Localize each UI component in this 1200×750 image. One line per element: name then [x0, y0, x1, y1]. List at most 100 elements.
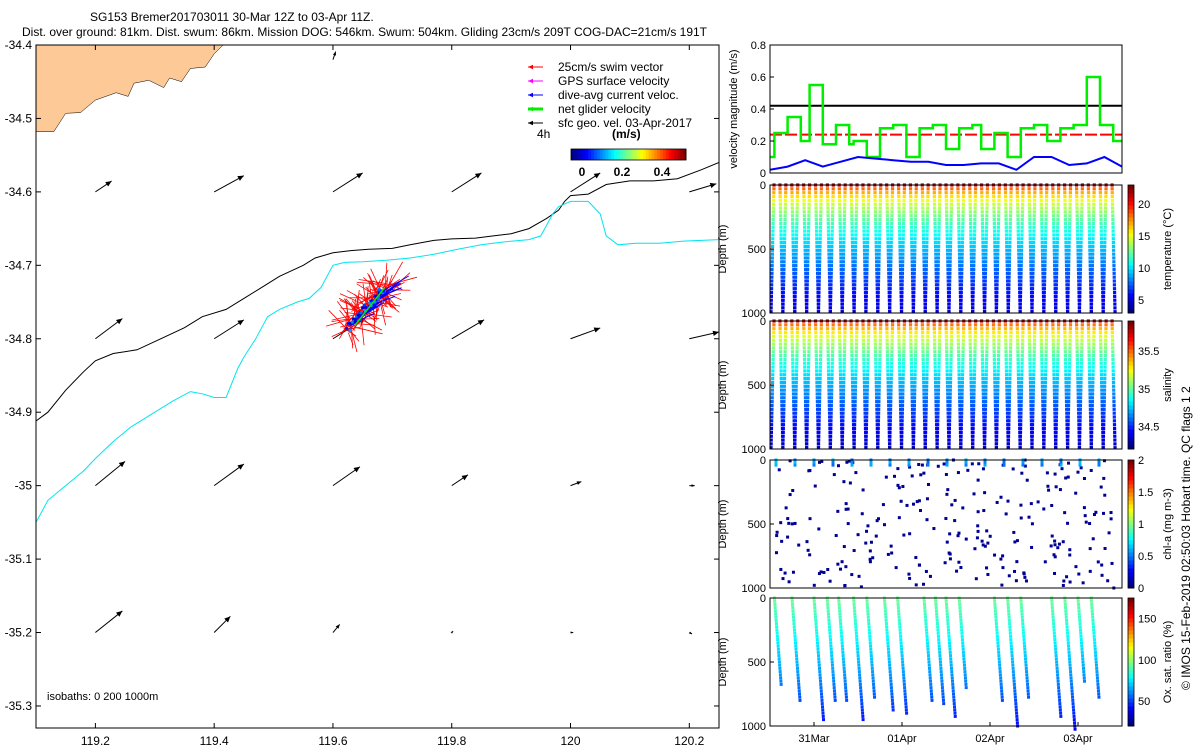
profile-point [791, 353, 795, 358]
profile-point [783, 373, 787, 377]
profile-point [1044, 330, 1049, 335]
profile-point [1016, 350, 1020, 354]
profile-point [890, 210, 894, 214]
profile-point [802, 334, 806, 338]
profile-point [922, 275, 927, 279]
profile-point [952, 692, 955, 696]
legend-colorbar-cell [648, 149, 652, 160]
profile-point [933, 380, 938, 385]
profile-point [838, 346, 842, 350]
profile-point [919, 509, 923, 513]
profile-point [1051, 214, 1056, 218]
profile-point [874, 377, 878, 381]
profile-point [822, 570, 826, 574]
profile-point [901, 380, 905, 385]
profile-point [781, 310, 785, 314]
profile-point [957, 233, 961, 237]
profile-point [983, 463, 987, 467]
profile-point [803, 400, 808, 404]
profile-point [842, 244, 846, 249]
profile-point [1043, 392, 1047, 396]
profile-point [807, 334, 811, 338]
profile-point [854, 628, 858, 632]
profile-point [912, 403, 916, 408]
profile-point [795, 225, 799, 229]
profile-point [1032, 350, 1036, 354]
profile-point [1027, 327, 1031, 331]
profile-point [806, 264, 810, 268]
profile-point [946, 407, 950, 411]
profile-point [851, 396, 855, 400]
profile-point [790, 202, 794, 206]
profile-point [936, 384, 941, 388]
profile-point [997, 323, 1001, 327]
profile-point [1075, 330, 1079, 335]
profile-point [997, 346, 1001, 350]
profile-point [901, 670, 905, 674]
profile-point [968, 334, 972, 338]
profile-point [1054, 306, 1058, 310]
profile-point [898, 365, 902, 369]
profile-point [878, 327, 883, 331]
profile-point [890, 346, 894, 350]
profile-point [944, 191, 948, 195]
profile-point [803, 361, 807, 365]
profile-point [993, 241, 997, 245]
profile-point [815, 407, 820, 411]
profile-colorbar-cell [1128, 353, 1134, 358]
profile-point [878, 346, 882, 350]
profile-point [1019, 260, 1023, 264]
profile-point [854, 361, 858, 365]
profile-point [1044, 350, 1048, 354]
profile-point [829, 647, 833, 651]
profile-point [888, 430, 892, 434]
profile-point [1015, 198, 1020, 202]
profile-point [853, 612, 857, 616]
profile-point [960, 252, 964, 256]
profile-point [983, 419, 987, 423]
profile-point [1054, 485, 1058, 489]
profile-point [968, 330, 972, 335]
profile-point [854, 233, 858, 237]
geo-velocity-arrow [213, 615, 231, 633]
profile-point [861, 488, 865, 492]
profile-point [876, 275, 881, 279]
profile-point [862, 384, 867, 388]
profile-point [1019, 264, 1023, 268]
profile-point [838, 350, 842, 354]
profile-point [960, 373, 965, 377]
profile-point [914, 198, 918, 202]
profile-point [997, 350, 1001, 354]
profile-point [1068, 330, 1072, 335]
profile-point [1033, 330, 1037, 335]
profile-point [959, 310, 963, 314]
profile-point [1027, 342, 1032, 346]
profile-point [1031, 252, 1035, 256]
profile-point [968, 206, 972, 210]
profile-point [885, 214, 890, 218]
profile-point [944, 472, 948, 476]
profile-point [827, 275, 832, 279]
profile-point [898, 388, 902, 392]
profile-point [795, 654, 798, 658]
profile-point [885, 206, 889, 210]
profile-point [826, 602, 830, 606]
profile-point [795, 342, 799, 346]
profile-colorbar-cell [1128, 496, 1134, 501]
profile-point [934, 264, 938, 268]
profile-point [851, 411, 855, 415]
profile-point [996, 244, 1000, 249]
profile-point [806, 229, 811, 233]
profile-point [1032, 217, 1036, 222]
profile-point [833, 692, 837, 696]
profile-point [778, 327, 782, 331]
profile-point [834, 534, 838, 538]
profile-point [1076, 237, 1080, 241]
profile-point [821, 708, 825, 712]
profile-point [1019, 283, 1023, 287]
profile-point [1102, 392, 1107, 396]
profile-point [910, 260, 914, 264]
profile-point [1020, 365, 1024, 369]
profile-point [1076, 403, 1081, 408]
profile-point [1032, 229, 1036, 233]
